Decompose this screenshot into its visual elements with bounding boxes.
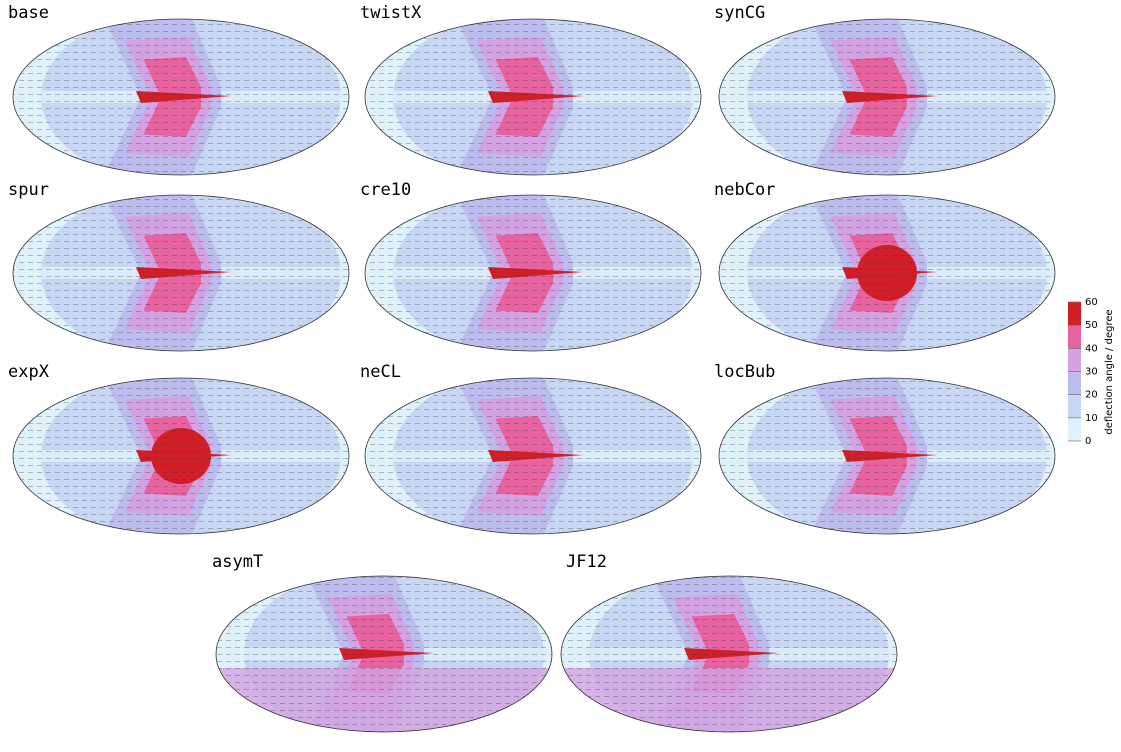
colorbar-tick-label: 0 xyxy=(1085,436,1091,447)
colorbar-swatch xyxy=(1068,418,1081,441)
sky-map xyxy=(365,183,701,363)
sky-map xyxy=(13,7,349,187)
colorbar-tick-label: 30 xyxy=(1085,367,1098,378)
panel-label: base xyxy=(8,3,49,23)
colorbar-swatch xyxy=(1068,325,1081,348)
colorbar-tick-label: 40 xyxy=(1085,343,1098,354)
panel-label: locBub xyxy=(714,362,775,382)
colorbar-tick-label: 20 xyxy=(1085,390,1098,401)
arrow-field xyxy=(13,378,349,534)
arrow-field xyxy=(365,378,701,534)
panel-label: expX xyxy=(8,362,50,382)
panel-label: nebCor xyxy=(714,180,775,200)
colorbar-swatch xyxy=(1068,348,1081,371)
sky-map xyxy=(365,7,701,187)
colorbar-swatch xyxy=(1068,302,1081,325)
sky-map xyxy=(719,366,1055,546)
panel-label: synCG xyxy=(714,3,765,23)
sky-map xyxy=(13,366,349,546)
arrow-field xyxy=(719,378,1055,534)
sky-map xyxy=(13,183,349,363)
colorbar-label: deflection angle / degree xyxy=(1104,309,1115,434)
colorbar-tick-label: 10 xyxy=(1085,413,1098,424)
arrow-field xyxy=(719,195,1055,351)
sky-map xyxy=(561,564,897,744)
colorbar-tick-label: 50 xyxy=(1085,320,1098,331)
panel-label: JF12 xyxy=(566,552,607,572)
figure: deflection angle / degree base twistX synC… xyxy=(0,0,1121,752)
arrow-field xyxy=(365,19,701,175)
sky-map xyxy=(719,7,1055,187)
arrow-field xyxy=(13,195,349,351)
arrow-field xyxy=(719,19,1055,175)
panel-label: twistX xyxy=(360,3,422,23)
arrow-field xyxy=(216,576,552,732)
arrow-field xyxy=(561,576,897,732)
sky-map xyxy=(365,366,701,546)
arrow-field xyxy=(365,195,701,351)
sky-map xyxy=(719,183,1055,363)
arrow-field xyxy=(13,19,349,175)
panel-label: spur xyxy=(8,180,49,200)
panel-label: asymT xyxy=(212,552,263,572)
panel-label: neCL xyxy=(360,362,401,382)
colorbar-swatch xyxy=(1068,395,1081,418)
colorbar-tick-label: 60 xyxy=(1085,297,1098,308)
panel-label: cre10 xyxy=(360,180,411,200)
colorbar-swatch xyxy=(1068,372,1081,395)
sky-map xyxy=(216,564,552,744)
